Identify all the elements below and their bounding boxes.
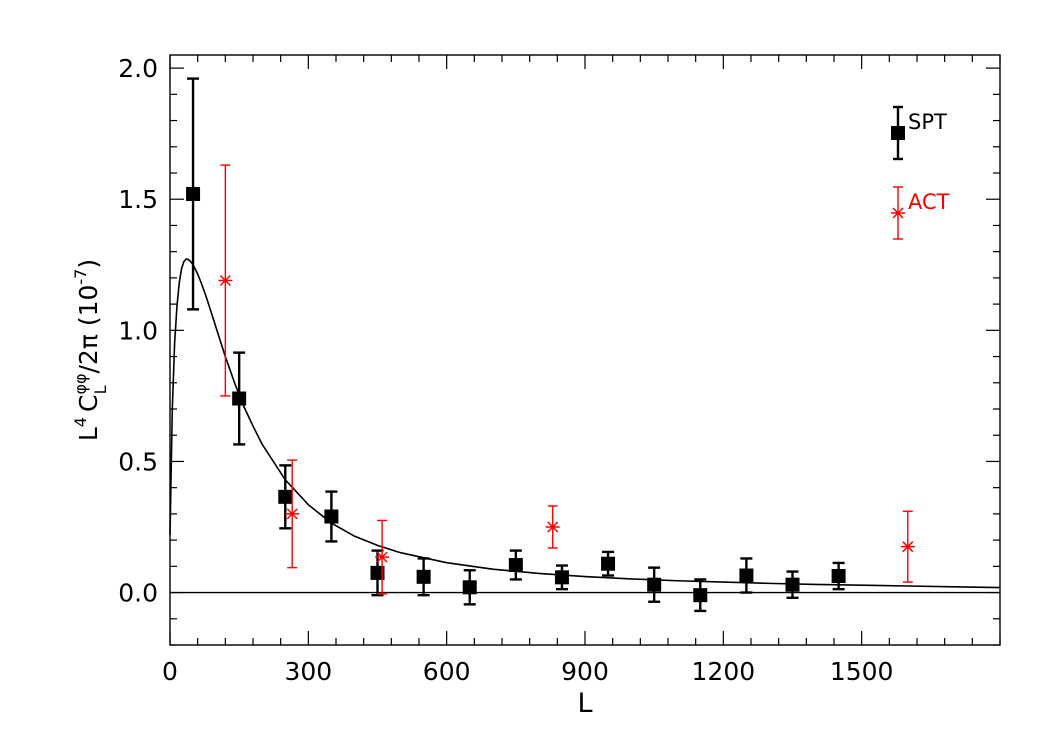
spt-point	[693, 588, 708, 603]
x-tick-label: 600	[423, 657, 471, 686]
y-title-exponent: -7	[71, 269, 90, 285]
x-tick-label: 1200	[692, 657, 756, 686]
y-tick-labels: 0.0 0.5 1.0 1.5 2.0	[118, 54, 158, 607]
theory-curve	[169, 258, 1001, 589]
spt-point	[324, 509, 339, 524]
axis-ticks	[169, 55, 1001, 646]
spt-point	[370, 565, 385, 580]
y-axis-title: L4CφφL/2π (10-7)	[71, 259, 110, 441]
legend: SPT ACT	[891, 105, 950, 240]
spt-point	[462, 580, 477, 595]
spt-point	[831, 569, 846, 584]
act-point	[545, 521, 560, 533]
spt-point	[508, 558, 523, 573]
y-title-base: L	[74, 427, 103, 441]
act-point	[285, 508, 300, 520]
spt-point	[601, 556, 616, 571]
y-tick-label: 2.0	[118, 54, 158, 83]
act-point	[375, 551, 390, 563]
act-point	[900, 541, 915, 553]
y-tick-label: 0.5	[118, 447, 158, 476]
x-tick-label: 1500	[830, 657, 894, 686]
spt-point	[785, 577, 800, 592]
spt-point	[554, 570, 569, 585]
y-title-symbol: C	[74, 395, 103, 412]
spt-point	[647, 577, 662, 592]
y-tick-label: 0.0	[118, 579, 158, 608]
data-points	[186, 77, 915, 613]
x-tick-label: 300	[284, 657, 332, 686]
x-tick-labels: 0 300 600 900 1200 1500	[162, 657, 893, 686]
spt-point	[739, 568, 754, 583]
act-point	[218, 274, 233, 287]
spt-point	[186, 186, 201, 201]
legend-act-label: ACT	[908, 190, 950, 214]
x-tick-label: 900	[561, 657, 609, 686]
x-axis-title: L	[577, 688, 592, 719]
spt-point	[416, 569, 431, 584]
x-tick-label: 0	[162, 657, 178, 686]
y-title-power: 4	[71, 417, 90, 427]
y-title-sup: φφ	[71, 373, 90, 394]
y-tick-label: 1.0	[118, 316, 158, 345]
spt-point	[232, 391, 247, 406]
y-title-close: )	[74, 259, 103, 269]
y-tick-label: 1.5	[118, 185, 158, 214]
legend-spt-marker	[891, 126, 905, 140]
legend-act-marker	[891, 207, 905, 219]
y-title-sub: L	[91, 385, 110, 394]
spt-point	[278, 489, 293, 504]
y-title-suffix: /2π (10	[74, 285, 103, 374]
legend-spt-label: SPT	[908, 110, 947, 134]
plot-frame	[169, 54, 1001, 646]
